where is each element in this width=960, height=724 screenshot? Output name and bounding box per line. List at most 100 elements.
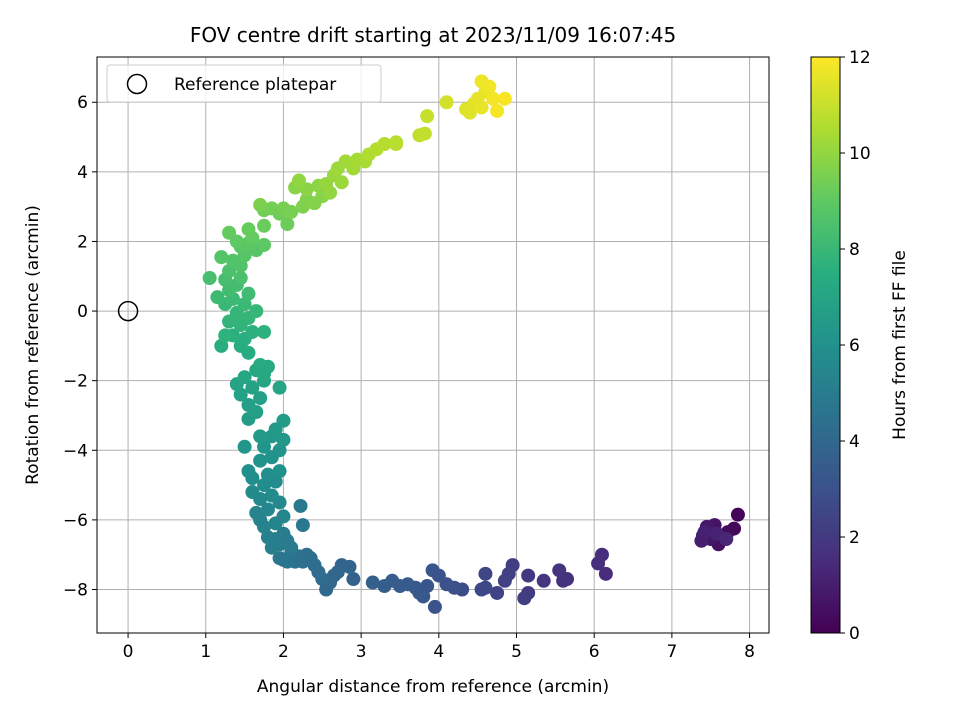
data-point	[257, 324, 272, 339]
data-point	[253, 453, 268, 468]
data-point	[241, 286, 256, 301]
data-point	[334, 175, 349, 190]
data-point	[253, 197, 268, 212]
y-tick-label: 2	[77, 232, 88, 252]
data-point	[474, 100, 489, 115]
colorbar-tick-label: 6	[849, 336, 860, 356]
y-tick-label: −2	[63, 372, 88, 392]
data-point	[365, 575, 380, 590]
data-point	[276, 509, 291, 524]
y-tick-label: −4	[63, 441, 88, 461]
x-tick-label: 6	[589, 642, 600, 662]
data-point	[420, 109, 435, 124]
data-point	[245, 380, 260, 395]
data-point	[377, 579, 392, 594]
data-point	[377, 137, 392, 152]
chart-title: FOV centre drift starting at 2023/11/09 …	[190, 23, 676, 47]
data-point	[417, 126, 432, 141]
data-point	[389, 137, 404, 152]
plot-frame	[96, 56, 770, 634]
reference-platepar-marker	[117, 300, 139, 322]
x-tick-label: 2	[278, 642, 289, 662]
data-point	[280, 217, 295, 232]
data-point	[260, 502, 275, 517]
x-axis-label: Angular distance from reference (arcmin)	[257, 677, 609, 697]
legend-marker-circle-icon	[126, 73, 148, 95]
data-point	[427, 599, 442, 614]
data-point	[536, 573, 551, 588]
data-point	[253, 429, 268, 444]
data-point	[253, 391, 268, 406]
legend-entry-reference-platepar: Reference platepar	[174, 75, 336, 95]
x-tick-label: 5	[511, 642, 522, 662]
colorbar-tick-label: 12	[849, 48, 871, 68]
y-tick-label: 4	[77, 163, 88, 183]
data-point	[291, 173, 306, 188]
data-point	[276, 432, 291, 447]
data-point	[276, 413, 291, 428]
data-point	[249, 304, 264, 319]
data-point	[253, 358, 268, 373]
colorbar: 0 2 4 6 8 10 12 Hours from first FF file	[810, 48, 910, 644]
x-tick-label: 7	[666, 642, 677, 662]
data-point	[225, 253, 240, 268]
data-point	[284, 204, 299, 219]
x-tick-label: 1	[200, 642, 211, 662]
data-point	[490, 103, 505, 118]
y-tick-label: −6	[63, 511, 88, 531]
data-point	[237, 439, 252, 454]
data-point	[264, 201, 279, 216]
data-point	[598, 566, 613, 581]
x-tick-label: 8	[744, 642, 755, 662]
data-point	[425, 563, 440, 578]
data-point	[552, 563, 567, 578]
points-layer	[202, 74, 745, 614]
reference-marker-group	[117, 300, 139, 322]
x-tick-label: 0	[123, 642, 134, 662]
data-point	[257, 237, 272, 252]
data-point	[210, 290, 225, 305]
data-point	[233, 271, 248, 286]
legend-box	[106, 64, 382, 103]
colorbar-tick-label: 4	[849, 432, 860, 452]
data-point	[202, 271, 217, 286]
data-point	[245, 324, 260, 339]
y-axis: −8 −6 −4 −2 0 2 4 6	[63, 93, 97, 600]
colorbar-tick-label: 2	[849, 528, 860, 548]
data-point	[439, 95, 454, 110]
colorbar-tick-label: 10	[849, 144, 871, 164]
x-tick-label: 3	[356, 642, 367, 662]
data-point	[241, 398, 256, 413]
y-tick-label: −8	[63, 580, 88, 600]
data-point	[295, 518, 310, 533]
data-point	[214, 250, 229, 265]
data-point	[241, 464, 256, 479]
data-point	[697, 525, 712, 540]
legend: Reference platepar	[106, 64, 382, 103]
data-point	[521, 568, 536, 583]
data-point	[474, 582, 489, 597]
data-point	[237, 370, 252, 385]
data-point	[222, 225, 237, 240]
data-point	[482, 79, 497, 94]
data-point	[486, 91, 501, 106]
data-point	[272, 380, 287, 395]
data-point	[272, 551, 287, 566]
y-tick-label: 0	[77, 302, 88, 322]
data-point	[346, 572, 361, 587]
data-point	[249, 505, 264, 520]
x-tick-label: 4	[433, 642, 444, 662]
colorbar-tick-label: 0	[849, 624, 860, 644]
grid	[97, 57, 769, 633]
data-point	[490, 585, 505, 600]
data-point	[257, 218, 272, 233]
data-point	[517, 591, 532, 606]
colorbar-ticks: 0 2 4 6 8 10 12	[840, 48, 871, 644]
data-point	[264, 488, 279, 503]
data-point	[497, 573, 512, 588]
data-point	[478, 566, 493, 581]
x-axis: 0 1 2 3 4 5 6 7 8	[123, 633, 755, 662]
data-point	[591, 556, 606, 571]
data-point	[245, 485, 260, 500]
data-point	[719, 532, 734, 547]
